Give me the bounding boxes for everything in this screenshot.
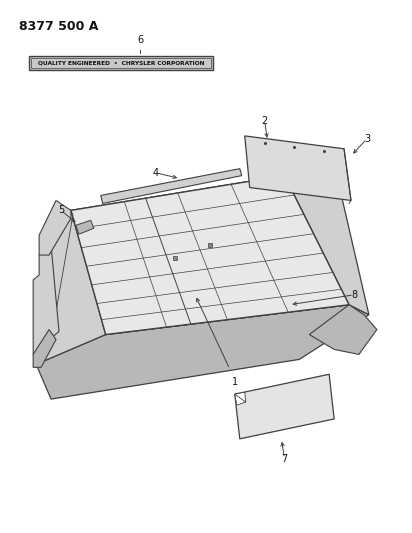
Text: 4: 4 (152, 168, 158, 177)
Text: QUALITY ENGINEERED  •  CHRYSLER CORPORATION: QUALITY ENGINEERED • CHRYSLER CORPORATIO… (38, 61, 204, 66)
Polygon shape (71, 175, 349, 335)
Bar (29, 56, 213, 70)
Text: 6: 6 (137, 35, 143, 54)
Polygon shape (309, 305, 377, 354)
Text: 2: 2 (262, 116, 268, 126)
Polygon shape (36, 211, 106, 365)
Text: 7: 7 (281, 454, 288, 464)
Text: 3: 3 (364, 134, 370, 144)
Text: 8377 500 A: 8377 500 A (19, 20, 98, 33)
Text: 5: 5 (58, 205, 64, 215)
Polygon shape (39, 200, 71, 255)
Polygon shape (235, 392, 246, 405)
Polygon shape (71, 175, 349, 335)
Polygon shape (33, 245, 59, 354)
Polygon shape (36, 305, 369, 399)
Polygon shape (245, 136, 351, 200)
Polygon shape (33, 329, 56, 367)
Polygon shape (235, 374, 334, 439)
Text: 8: 8 (351, 290, 357, 300)
Text: 1: 1 (232, 377, 238, 387)
Polygon shape (76, 220, 94, 234)
Bar (31, 59, 211, 68)
Polygon shape (284, 175, 369, 314)
Polygon shape (101, 168, 242, 204)
